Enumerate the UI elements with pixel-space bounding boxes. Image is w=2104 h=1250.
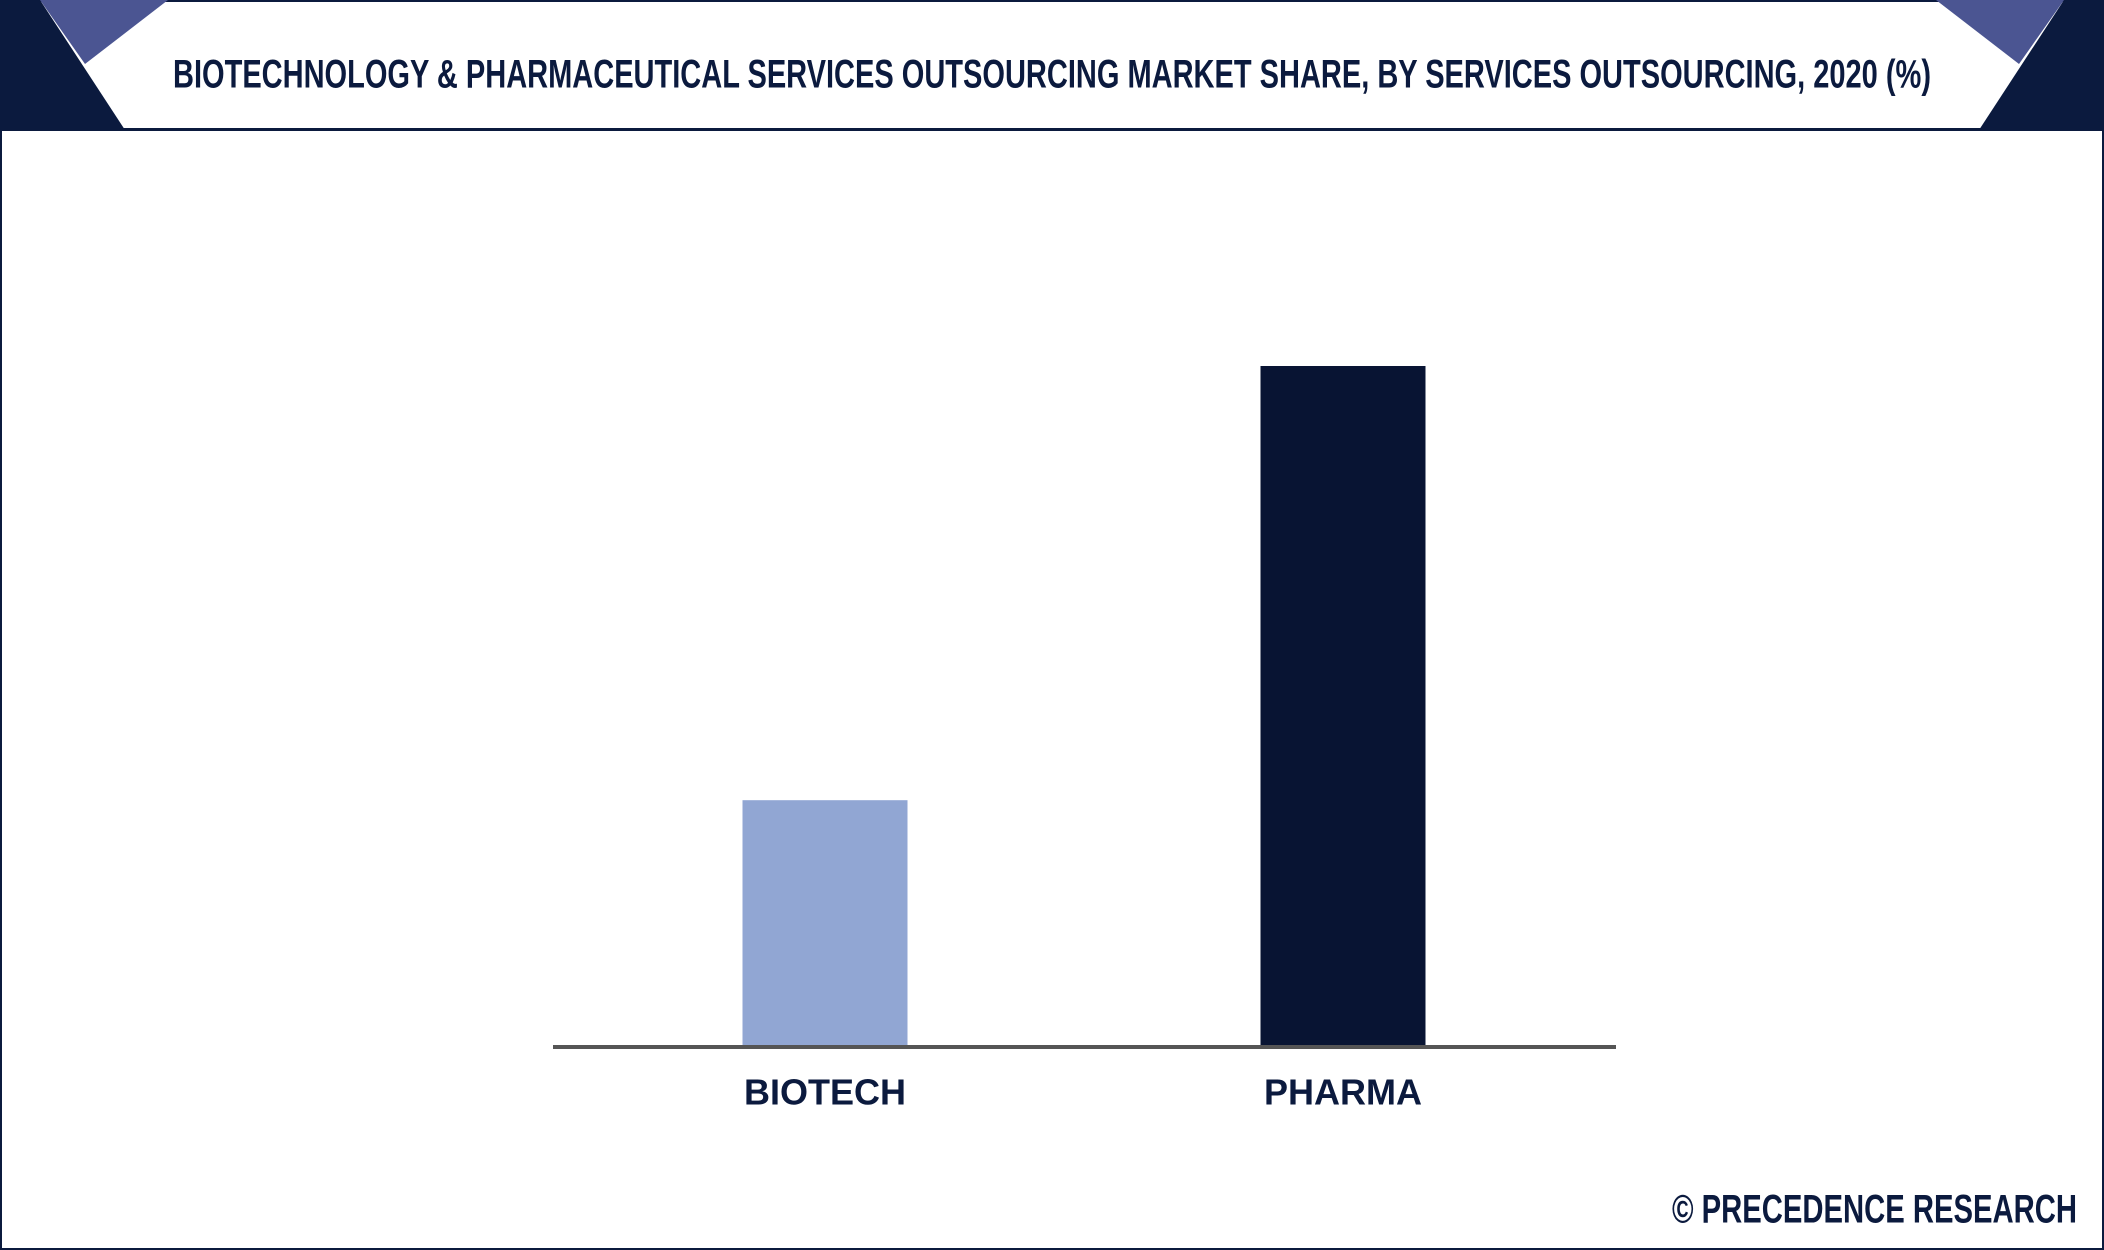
corner-right xyxy=(1979,0,2104,130)
corner-right-accent xyxy=(1936,0,2064,64)
corner-left xyxy=(0,0,125,130)
credit: © PRECEDENCE RESEARCH xyxy=(1672,1188,2077,1232)
bar xyxy=(1260,366,1426,1045)
header-rule xyxy=(0,128,2104,131)
x-tick-label: BIOTECH xyxy=(744,1072,906,1113)
corner-left-accent xyxy=(40,0,168,64)
x-tick-label: PHARMA xyxy=(1264,1072,1422,1113)
chart-title: BIOTECHNOLOGY & PHARMACEUTICAL SERVICES … xyxy=(173,53,1931,97)
bar xyxy=(742,800,908,1045)
